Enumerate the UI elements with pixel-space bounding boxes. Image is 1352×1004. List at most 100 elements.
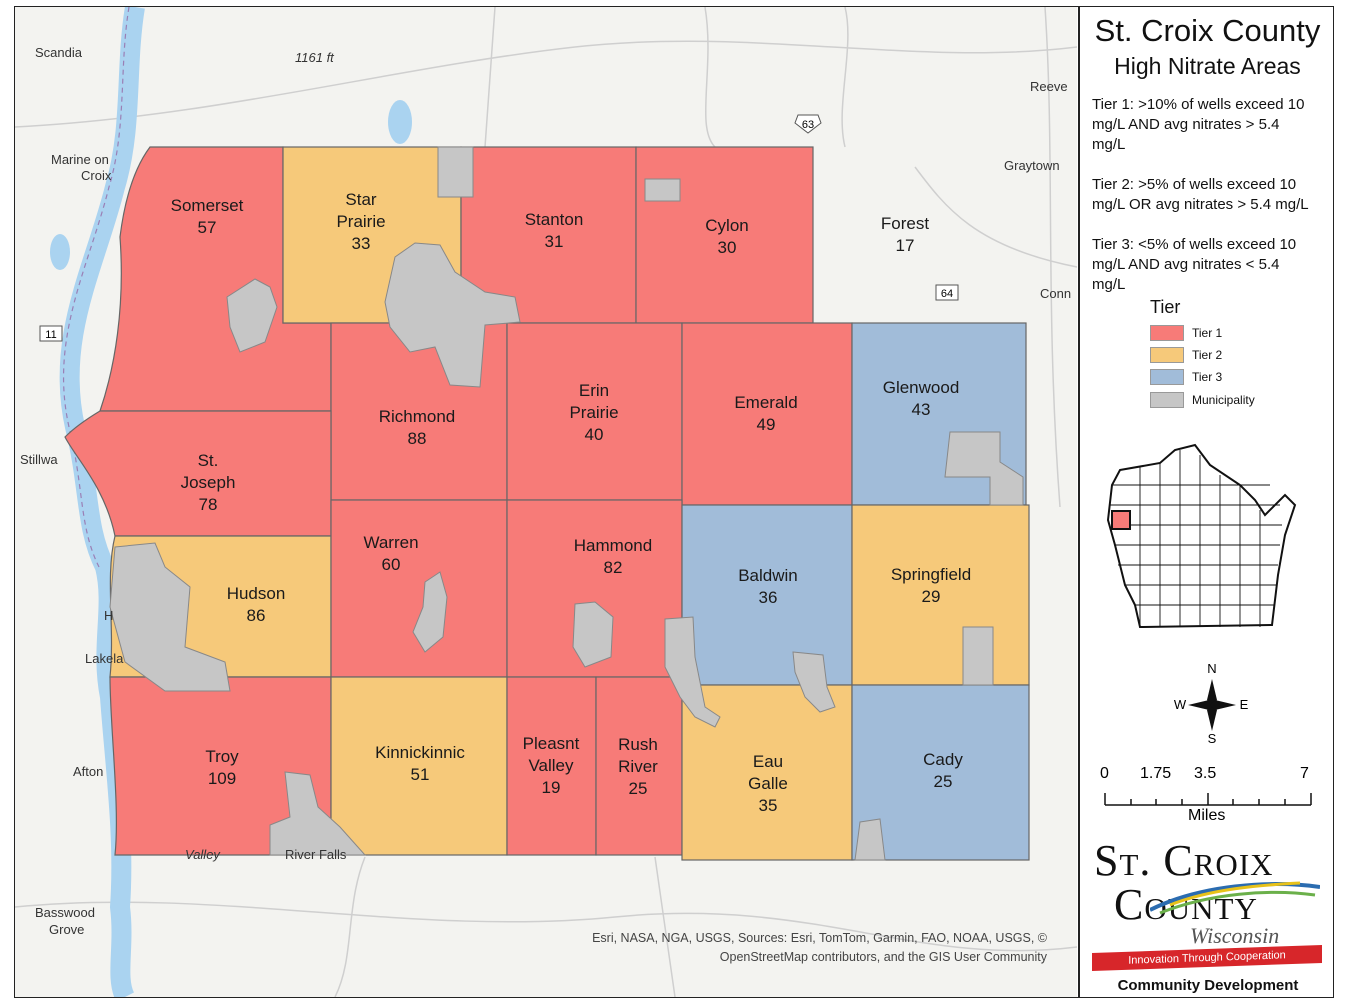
municipality-hammond-village bbox=[572, 601, 614, 668]
twp-troy[interactable] bbox=[109, 676, 332, 856]
swatch-municipality bbox=[1150, 392, 1184, 408]
label-richmond: Richmond bbox=[379, 407, 456, 426]
twp-emerald[interactable] bbox=[681, 322, 853, 506]
place-stillwa: Stillwa bbox=[20, 452, 58, 467]
basemap-roads bbox=[15, 7, 1077, 997]
map-title: St. Croix County bbox=[1094, 13, 1321, 48]
svg-text:11: 11 bbox=[45, 329, 56, 341]
twp-springfield[interactable] bbox=[851, 504, 1030, 686]
twp-warren[interactable] bbox=[330, 499, 508, 678]
svg-text:S: S bbox=[1208, 731, 1217, 745]
label-hammond: Hammond bbox=[574, 536, 652, 555]
label-springfield: Springfield bbox=[891, 565, 971, 584]
department-name: Community Development bbox=[1117, 977, 1299, 994]
label-emerald: Emerald bbox=[734, 393, 797, 412]
svg-text:63: 63 bbox=[802, 119, 814, 131]
municipality-river-falls bbox=[269, 771, 367, 856]
place-elevation: 1161 ft bbox=[295, 50, 335, 65]
label-glenwood: Glenwood bbox=[883, 378, 960, 397]
label-cylon: Cylon bbox=[705, 216, 748, 235]
lake-1 bbox=[388, 100, 412, 144]
place-scandia: Scandia bbox=[35, 45, 83, 60]
shield-state-11: 11 bbox=[39, 325, 63, 342]
map-canvas[interactable]: Somerset 57 Star Prairie 33 Stanton 31 Cylon… bbox=[15, 7, 1077, 997]
twp-kinnickinnic[interactable] bbox=[330, 676, 508, 856]
label-st-joseph: St. bbox=[198, 451, 219, 470]
municipality-elmwood bbox=[854, 818, 886, 861]
twp-erin-prairie[interactable] bbox=[506, 322, 683, 501]
svg-text:N: N bbox=[1207, 661, 1216, 676]
legend-heading: Tier bbox=[1150, 297, 1181, 317]
legend-panel: St. Croix County High Nitrate Areas Tier… bbox=[1078, 7, 1333, 997]
legend-item-municipality: Municipality bbox=[1150, 392, 1255, 408]
place-h: H bbox=[104, 608, 113, 623]
label-stanton: Stanton bbox=[525, 210, 584, 229]
municipality-new-richmond bbox=[384, 242, 521, 388]
label-erin-prairie: Erin bbox=[579, 381, 609, 400]
municipality-cylon-village bbox=[644, 178, 681, 202]
label-rush-river: Rush bbox=[618, 735, 658, 754]
svg-text:E: E bbox=[1240, 697, 1249, 712]
logo-banner: Innovation Through Cooperation bbox=[1092, 944, 1322, 972]
municipality-spring-valley bbox=[962, 626, 994, 686]
attribution: Esri, NASA, NGA, USGS, Sources: Esri, To… bbox=[592, 931, 1047, 964]
st-croix-highlight bbox=[1111, 510, 1131, 530]
svg-text:W: W bbox=[1174, 697, 1187, 712]
municipality-baldwin-woodville bbox=[664, 616, 721, 728]
place-reeve: Reeve bbox=[1030, 79, 1068, 94]
map-subtitle: High Nitrate Areas bbox=[1114, 53, 1301, 79]
label-warren: Warren bbox=[363, 533, 418, 552]
shield-state-64: 64 bbox=[935, 284, 959, 301]
scale-bar: 0 1.75 3.5 7 Miles bbox=[1100, 765, 1320, 825]
label-star-prairie: Star bbox=[345, 190, 377, 209]
twp-baldwin[interactable] bbox=[681, 504, 853, 686]
municipality-star-prairie-village bbox=[437, 146, 474, 198]
label-cady: Cady bbox=[923, 750, 963, 769]
municipality-woodville bbox=[792, 651, 836, 713]
place-conn: Conn bbox=[1040, 286, 1071, 301]
label-baldwin: Baldwin bbox=[738, 566, 798, 585]
legend-item-tier3: Tier 3 bbox=[1150, 369, 1222, 385]
logo-swoosh-icon bbox=[1150, 881, 1320, 915]
map-svg: Somerset 57 Star Prairie 33 Stanton 31 Cylon… bbox=[15, 7, 1077, 997]
place-afton: Afton bbox=[73, 764, 103, 779]
twp-rush-river[interactable] bbox=[595, 676, 683, 856]
swatch-tier3 bbox=[1150, 369, 1184, 385]
label-pleasant-valley: Pleasnt bbox=[523, 734, 580, 753]
twp-st-joseph[interactable] bbox=[64, 410, 332, 537]
shield-us-63: 63 bbox=[794, 114, 822, 134]
tier3-definition: Tier 3: <5% of wells exceed 10 mg/L AND a… bbox=[1092, 236, 1297, 293]
municipality-hudson bbox=[109, 542, 231, 692]
label-hudson: Hudson bbox=[227, 584, 286, 603]
municipality-glenwood-city bbox=[944, 431, 1024, 506]
lake-2 bbox=[50, 234, 70, 270]
label-somerset: Somerset bbox=[171, 196, 244, 215]
label-eau-galle: Eau bbox=[753, 752, 783, 771]
place-valley: Valley bbox=[185, 847, 221, 862]
place-basswood: Basswood bbox=[35, 905, 95, 920]
label-kinnickinnic: Kinnickinnic bbox=[375, 743, 465, 762]
twp-cylon[interactable] bbox=[635, 146, 814, 324]
label-forest: Forest bbox=[881, 214, 929, 233]
twp-pleasant-valley[interactable] bbox=[506, 676, 597, 856]
municipalities bbox=[109, 146, 1024, 861]
wisconsin-locator-map bbox=[1106, 443, 1297, 629]
municipality-somerset bbox=[226, 278, 278, 353]
basemap-labels: Scandia 1161 ft Reeve Marine on Croix Gr… bbox=[20, 45, 1071, 937]
